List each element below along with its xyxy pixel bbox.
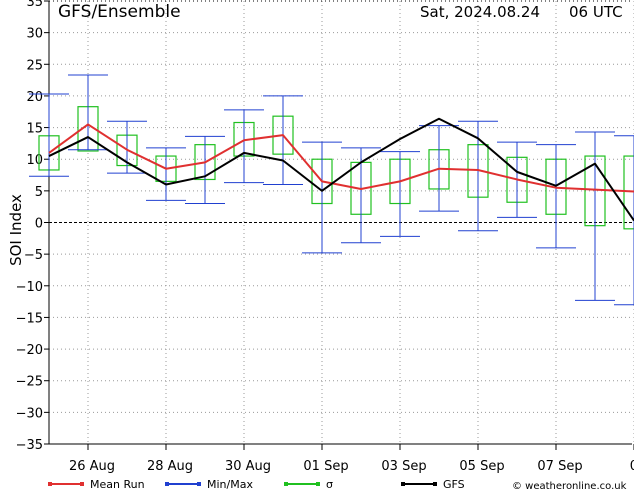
y-tick-label: 0 [35,217,43,232]
chart-date: Sat, 2024.08.24 [420,3,540,21]
legend: Mean Run Min/Max σ GFS [48,478,465,490]
minmax-bars [29,74,634,306]
y-tick-label: −25 [16,375,43,390]
x-tick-label: 28 Aug [147,459,193,474]
legend-dot [165,482,169,486]
sigma-boxes [38,106,634,230]
legend-label: σ [326,478,333,490]
x-tick-label: 05 Sep [459,459,504,474]
legend-dot [316,482,320,486]
legend-label: GFS [443,478,465,490]
legend-dot [48,482,52,486]
y-tick-label: 15 [26,122,43,137]
x-tick-label: 01 Sep [303,459,348,474]
chart-run: 06 UTC [569,3,623,21]
grid-lines [49,1,634,444]
credit-text: © weatheronline.co.uk [512,481,627,490]
legend-dot [401,482,405,486]
legend-dot [80,482,84,486]
mean-run-line [48,123,634,193]
chart-title: GFS/Ensemble [58,2,181,22]
x-tick-label: 30 Aug [225,459,271,474]
legend-dot [284,482,288,486]
y-tick-label: 10 [26,153,43,168]
series-lines [48,117,634,222]
y-tick-label: −5 [24,248,43,263]
gfs-line [48,117,634,222]
y-tick-label: 25 [26,58,43,73]
x-tick-labels: 26 Aug 28 Aug 30 Aug 01 Sep 03 Sep 05 Sep 07 S… [69,459,634,474]
y-tick-label: 20 [26,90,43,105]
y-tick-label: 35 [26,0,43,10]
x-tick-label: 03 Sep [381,459,426,474]
x-tick-label: 26 Aug [69,459,115,474]
y-axis-label: SOI Index [7,194,25,266]
legend-dot [433,482,437,486]
y-tick-label: 5 [35,185,43,200]
x-tick-label: 07 Sep [537,459,582,474]
y-tick-label: −35 [16,438,43,453]
y-tick-label: −10 [16,280,43,295]
x-tick-label: 09 [630,459,634,474]
y-tick-label: −30 [16,406,43,421]
sigma-box [623,155,634,230]
axes [44,0,634,450]
legend-label: Mean Run [90,478,145,490]
y-tick-label: 30 [26,27,43,42]
legend-dot [197,482,201,486]
legend-label: Min/Max [207,478,253,490]
y-tick-label: −15 [16,311,43,326]
y-tick-label: −20 [16,343,43,358]
